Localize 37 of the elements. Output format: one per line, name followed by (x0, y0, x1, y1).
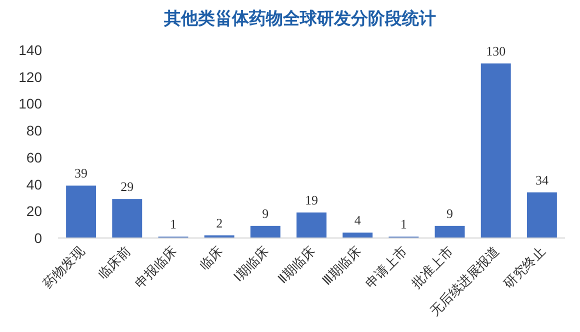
bar (250, 226, 280, 238)
data-label: 34 (535, 172, 549, 188)
x-tick-label: Ⅲ期临床 (319, 244, 364, 288)
y-tick-label: 120 (18, 68, 42, 85)
bar (434, 226, 465, 238)
data-label: 2 (216, 215, 223, 230)
data-label: 4 (354, 212, 362, 228)
data-label: 19 (305, 192, 318, 208)
bar (66, 186, 96, 238)
x-tick-label: Ⅰ期临床 (230, 244, 272, 284)
x-tick-label: 药物发现 (40, 244, 88, 291)
bar (342, 232, 373, 238)
chart-title: 其他类甾体药物全球研发分阶段统计 (163, 9, 436, 28)
y-tick-label: 100 (18, 96, 42, 112)
x-tick-label: 申请上市 (362, 244, 410, 291)
x-tick-label: Ⅱ期临床 (274, 244, 318, 286)
y-tick-label: 0 (34, 230, 42, 246)
y-tick-label: 20 (26, 203, 42, 220)
y-tick-label: 40 (26, 176, 42, 192)
data-label: 130 (486, 43, 506, 58)
x-tick-label: 临床前 (95, 244, 134, 282)
data-label: 1 (400, 216, 407, 232)
y-tick-label: 140 (18, 42, 42, 58)
x-tick-label: 临床 (196, 244, 226, 273)
x-tick-label: 申报临床 (132, 244, 180, 291)
data-label: 1 (170, 216, 176, 232)
x-tick-label: 研究终止 (500, 244, 548, 291)
bar (526, 192, 557, 238)
y-tick-label: 60 (26, 149, 42, 166)
bar (112, 199, 142, 238)
data-label: 29 (120, 179, 134, 194)
bar (296, 212, 326, 238)
bar (480, 63, 511, 238)
data-label: 39 (74, 166, 88, 181)
data-label: 9 (446, 206, 454, 221)
y-tick-label: 80 (26, 122, 42, 139)
data-label: 9 (262, 206, 269, 221)
